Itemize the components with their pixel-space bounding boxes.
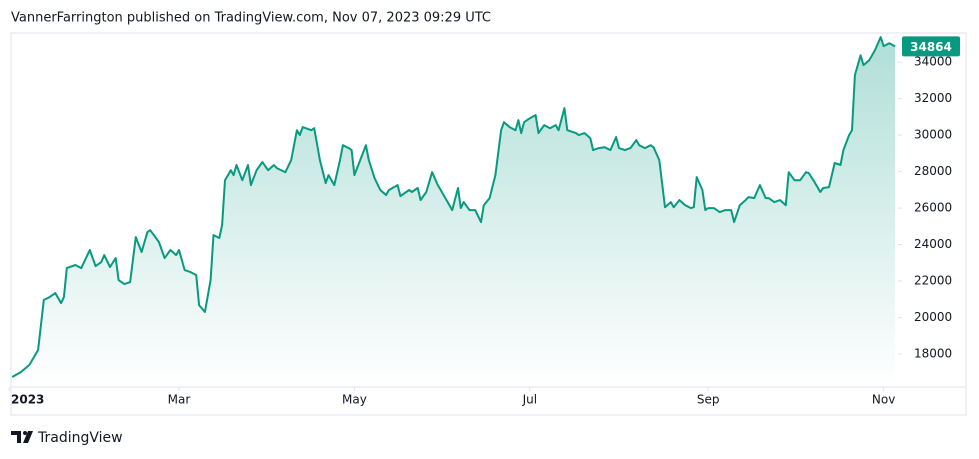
x-tick-label: Sep [697, 393, 720, 407]
x-tick-label: Mar [168, 393, 191, 407]
x-tick-label: Jul [522, 393, 537, 407]
y-tick-label: 34000 [914, 55, 952, 69]
last-price-badge [902, 36, 960, 57]
y-tick-label: 30000 [914, 128, 952, 142]
y-tick-label: 20000 [914, 310, 952, 324]
y-tick-label: 18000 [914, 346, 952, 360]
logo [11, 431, 33, 443]
price-line [11, 36, 896, 378]
y-tick-label: 22000 [914, 274, 952, 288]
chart-frame [10, 32, 967, 416]
y-tick-label: 28000 [914, 164, 952, 178]
x-tick-label: May [342, 393, 367, 407]
area-fill [12, 37, 896, 385]
brand: TradingView [37, 430, 123, 446]
last-price-label: 34864 [910, 40, 952, 54]
x-tick-label: 2023 [11, 393, 44, 407]
y-tick-label: 32000 [914, 91, 952, 105]
x-tick-label: Nov [872, 393, 895, 407]
y-tick-label: 26000 [914, 201, 952, 215]
y-tick-label: 24000 [914, 237, 952, 251]
header: VannerFarrington published on TradingVie… [11, 11, 491, 26]
